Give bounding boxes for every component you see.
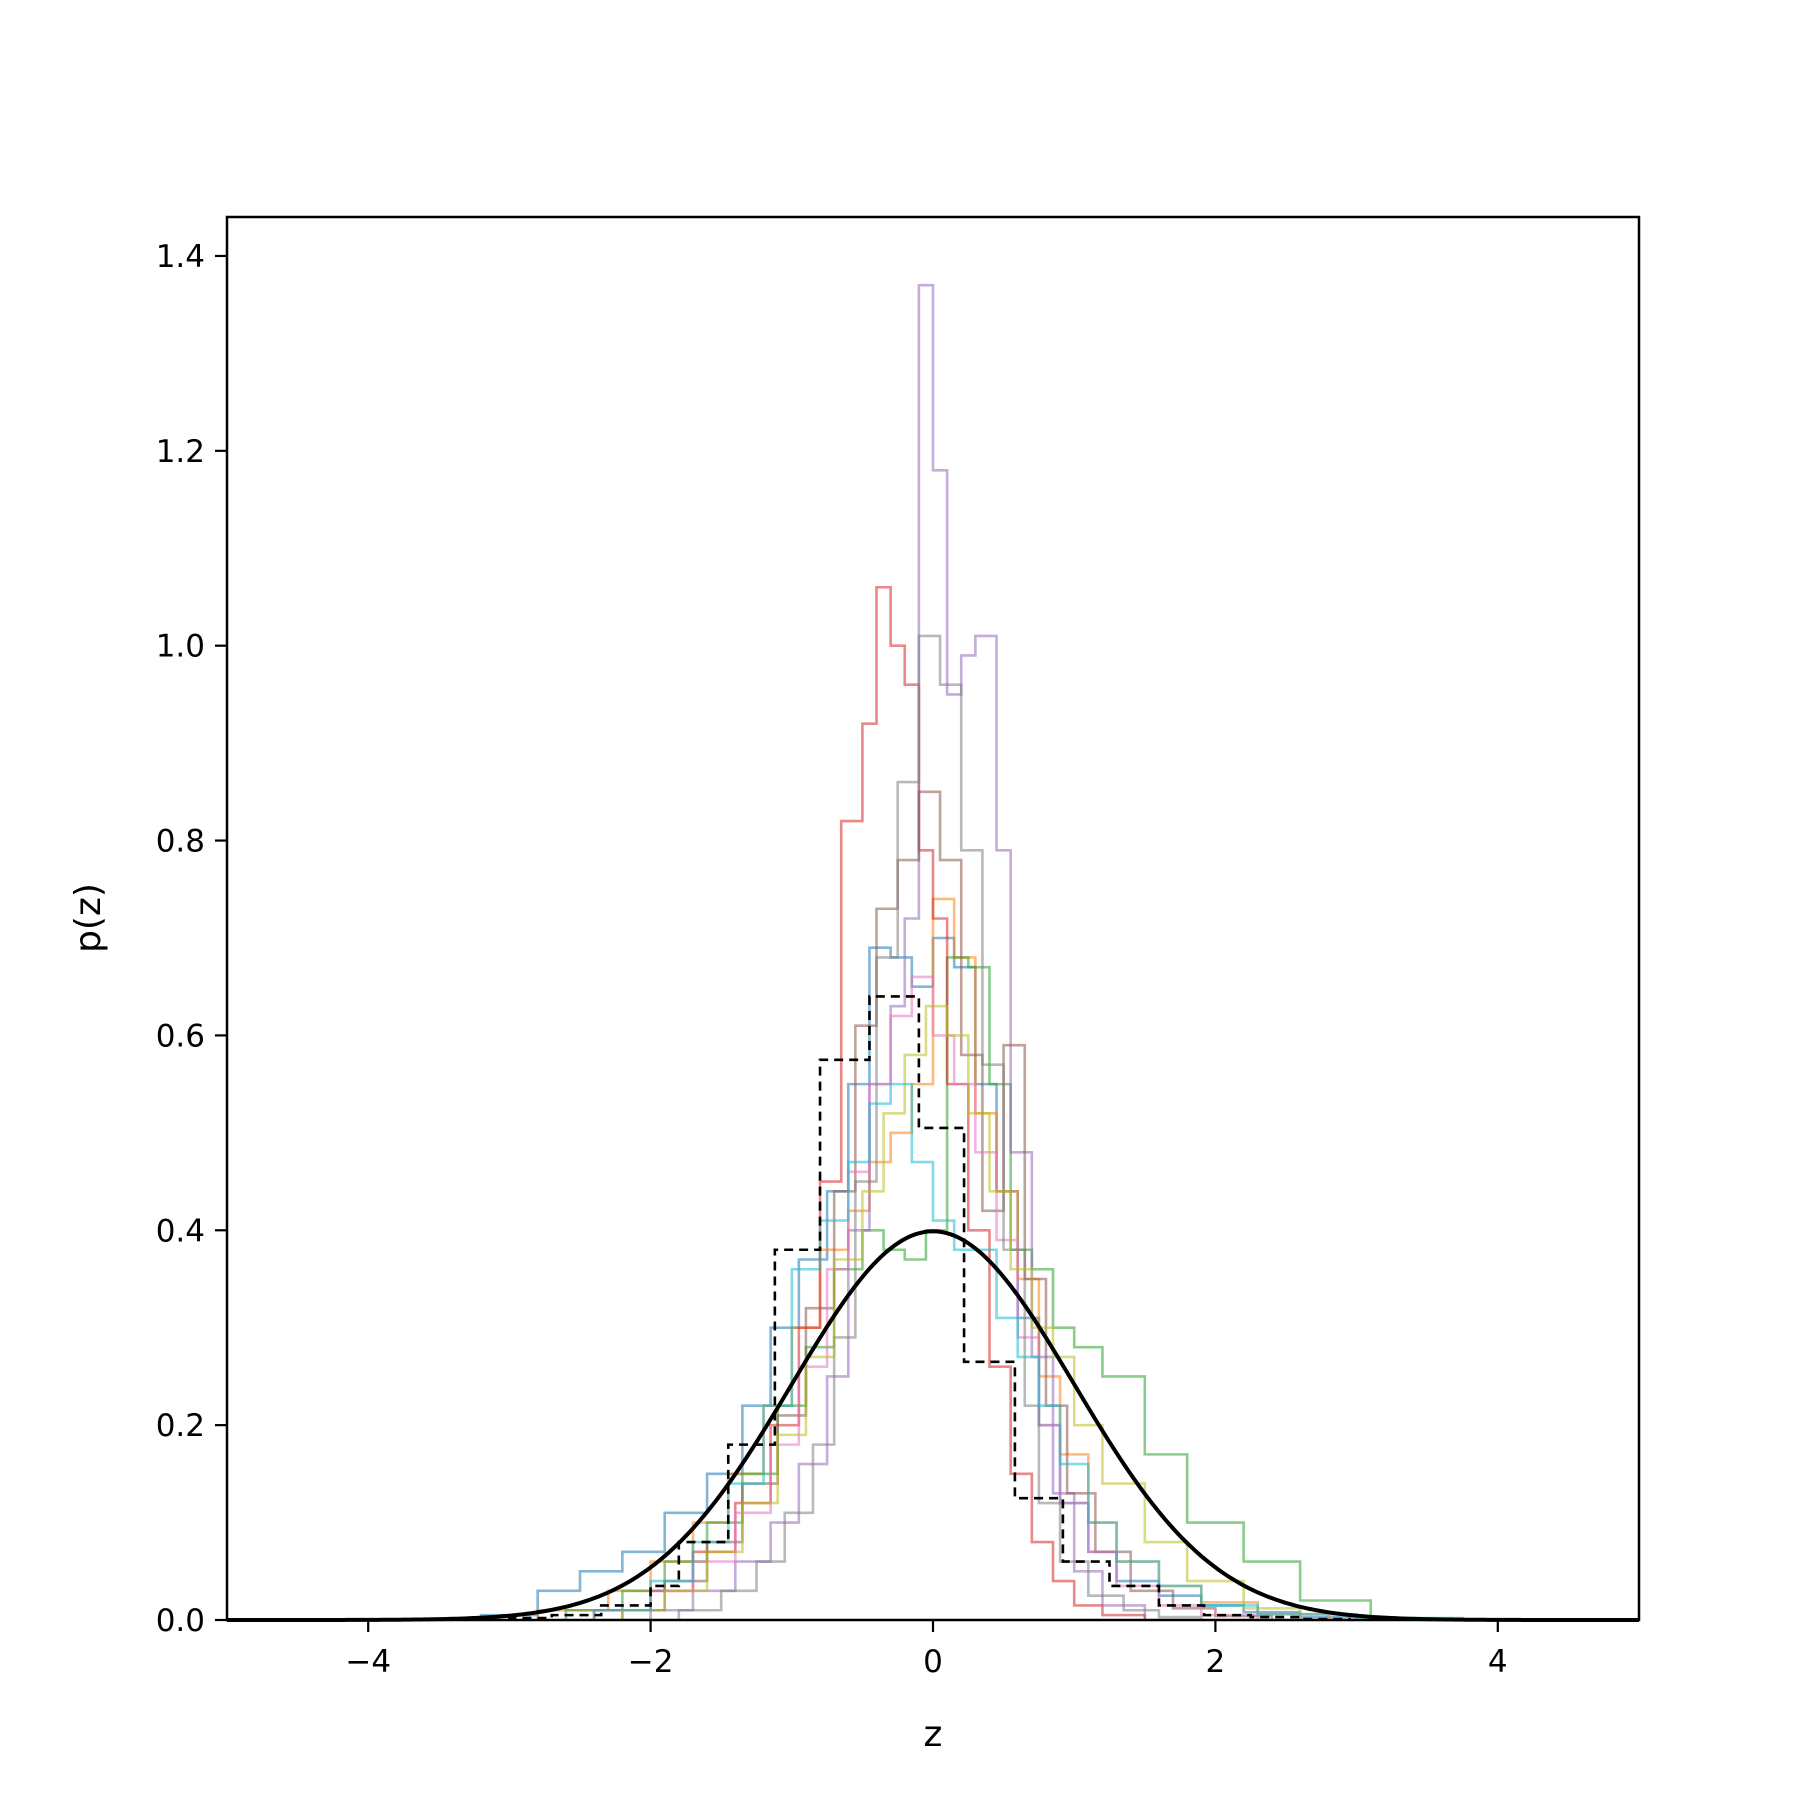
y-tick-label: 1.4 [156, 239, 205, 275]
y-tick-label: 0.2 [156, 1408, 205, 1444]
histogram-series-8 [677, 634, 1203, 1620]
histogram-series-1 [479, 936, 1358, 1620]
x-tick-label: 4 [1488, 1644, 1508, 1680]
x-tick-label: 2 [1206, 1644, 1226, 1680]
x-tick-label: −4 [345, 1644, 391, 1680]
histogram-series-9 [621, 1004, 1302, 1620]
y-tick-label: 1.2 [156, 434, 205, 470]
y-tick-label: 0.0 [156, 1603, 205, 1639]
x-axis-ticks: −4 −2 0 2 4 [345, 1620, 1508, 1680]
x-tick-label: 0 [923, 1644, 943, 1680]
y-axis-label: p(z) [68, 883, 109, 953]
series-layer [227, 283, 1639, 1622]
x-axis-label: z [924, 1714, 943, 1755]
histogram-series-5 [649, 283, 1147, 1620]
y-tick-label: 0.4 [156, 1213, 205, 1249]
y-tick-label: 1.0 [156, 629, 205, 665]
y-tick-label: 0.8 [156, 824, 205, 860]
standard-normal-pdf-curve [227, 1229, 1639, 1622]
y-tick-label: 0.6 [156, 1018, 205, 1054]
mean-histogram-dashed [508, 995, 1351, 1621]
x-tick-label: −2 [628, 1644, 674, 1680]
y-axis-ticks: 0.0 0.2 0.4 0.6 0.8 1.0 1.2 1.4 [156, 239, 227, 1639]
histogram-series-10 [592, 1082, 1464, 1620]
